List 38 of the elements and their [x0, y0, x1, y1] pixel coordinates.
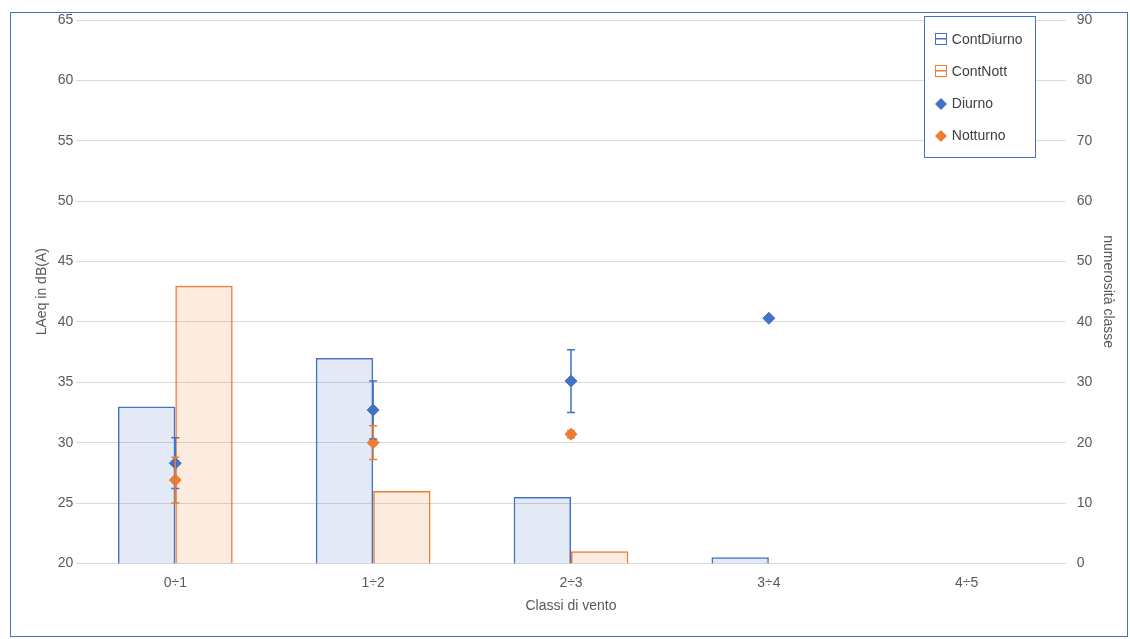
x-axis-title: Classi di vento: [525, 597, 617, 614]
y2-tick-label: 40: [1076, 312, 1093, 329]
legend-label: Diurno: [951, 95, 994, 111]
y-tick-label: 65: [57, 10, 74, 27]
y-tick-label: 30: [57, 433, 74, 450]
x-tick-label: 4÷5: [955, 573, 979, 590]
x-tick-label: 1÷2: [361, 573, 385, 590]
point: [168, 473, 182, 487]
legend-label: ContNott: [951, 63, 1008, 79]
y2-tick-label: 80: [1076, 71, 1093, 88]
y2-tick-label: 90: [1076, 10, 1093, 27]
y2-tick-label: 0: [1076, 554, 1085, 571]
y-tick-label: 50: [57, 191, 74, 208]
y-axis-title: LAeq in dB(A): [33, 248, 50, 336]
y-tick-label: 25: [57, 493, 74, 510]
bar: [315, 358, 374, 564]
point: [762, 311, 776, 325]
legend-label: Notturno: [951, 127, 1006, 143]
y2-tick-label: 50: [1076, 252, 1093, 269]
x-tick-label: 3÷4: [757, 573, 781, 590]
y-tick-label: 60: [57, 71, 74, 88]
y2-axis-title: numerosità classe: [1100, 235, 1117, 349]
bar: [513, 496, 571, 564]
y2-tick-label: 30: [1076, 373, 1093, 390]
y2-tick-label: 60: [1076, 191, 1093, 208]
x-tick-label: 0÷1: [163, 573, 188, 590]
y-tick-label: 55: [57, 131, 74, 148]
bar: [373, 490, 431, 564]
legend-label: ContDiurno: [951, 31, 1023, 47]
y2-tick-label: 70: [1076, 131, 1093, 148]
y2-tick-label: 20: [1076, 433, 1093, 450]
y2-tick-label: 10: [1076, 493, 1093, 510]
y-tick-label: 35: [57, 373, 74, 390]
x-tick-label: 2÷3: [559, 573, 583, 590]
y-tick-label: 45: [57, 252, 74, 269]
y-tick-label: 20: [57, 554, 74, 571]
y-tick-label: 40: [57, 312, 74, 329]
bar: [571, 551, 629, 564]
